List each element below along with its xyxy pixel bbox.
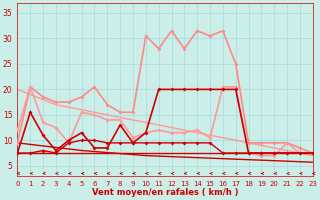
- X-axis label: Vent moyen/en rafales ( km/h ): Vent moyen/en rafales ( km/h ): [92, 188, 238, 197]
